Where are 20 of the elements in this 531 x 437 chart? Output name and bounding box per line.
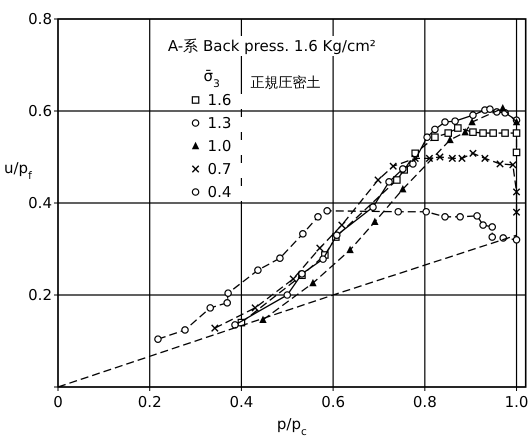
legend-label: 1.3 — [208, 114, 232, 132]
x-tick-label: 0.4 — [229, 393, 254, 411]
text: A-系 Back press. 1.6 Kg/cm² — [168, 37, 376, 55]
y-tick-label: 0.4 — [28, 194, 52, 212]
x-tick-label: 0.8 — [412, 393, 437, 411]
legend-label: 0.7 — [208, 160, 232, 178]
y-axis-title: u/p$_{f}$ — [4, 159, 32, 182]
x-tick-label: 0 — [53, 393, 63, 411]
x-axis-title: p/p$_{c}$ — [276, 415, 308, 437]
legend-title: σ̄$_{3}$ — [204, 67, 220, 90]
annotation: 正規圧密土 — [250, 75, 321, 91]
x-tick-label: 0.6 — [321, 393, 346, 411]
x-tick-label: 1.0 — [504, 393, 528, 411]
legend-label: 1.0 — [208, 137, 232, 155]
x-tick-label: 0.2 — [138, 393, 162, 411]
legend-label: 0.4 — [208, 183, 232, 201]
legend-label: 1.6 — [208, 91, 232, 109]
y-tick-label: 0.8 — [28, 10, 52, 28]
y-tick-label: 0.2 — [28, 286, 52, 304]
y-tick-label: 0.6 — [28, 102, 52, 120]
